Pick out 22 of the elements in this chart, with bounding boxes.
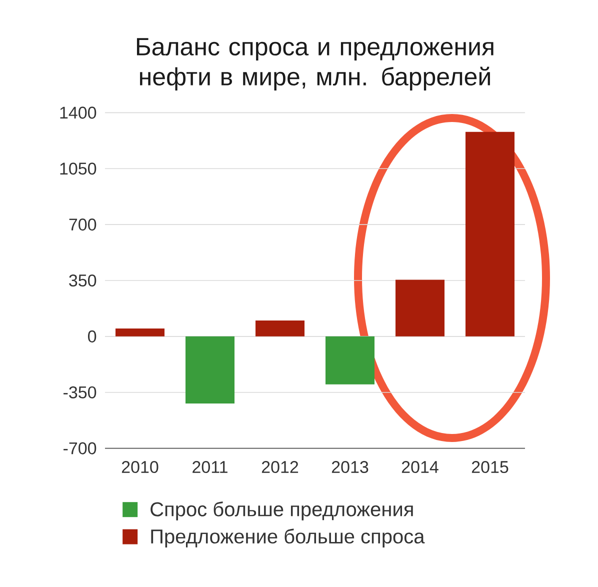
- bar: [326, 336, 375, 384]
- chart-title: Баланс спроса и предложения нефти в мире, млн. баррелей: [136, 38, 494, 90]
- bar: [256, 320, 305, 336]
- x-tick-label: 2015: [472, 460, 508, 474]
- bar: [186, 336, 235, 404]
- legend-label: Предложение больше спроса: [151, 528, 425, 548]
- bar: [396, 280, 445, 336]
- bar: [116, 328, 164, 336]
- y-tick-label: 0: [88, 330, 96, 342]
- legend-label: Спрос больше предложения: [150, 502, 413, 520]
- x-tick-label: 2010: [122, 460, 158, 474]
- y-tick-label: 1400: [60, 106, 96, 119]
- x-tick-label: 2013: [332, 460, 368, 474]
- y-tick-label: -350: [64, 386, 96, 398]
- y-tick-label: 700: [69, 218, 96, 231]
- y-tick-label: 350: [69, 274, 96, 287]
- x-tick-label: 2011: [192, 460, 228, 474]
- y-tick-label: 1050: [60, 162, 96, 175]
- bar: [466, 132, 515, 336]
- y-tick-label: -700: [64, 442, 96, 454]
- x-tick-label: 2012: [262, 460, 298, 474]
- x-tick-label: 2014: [402, 460, 438, 474]
